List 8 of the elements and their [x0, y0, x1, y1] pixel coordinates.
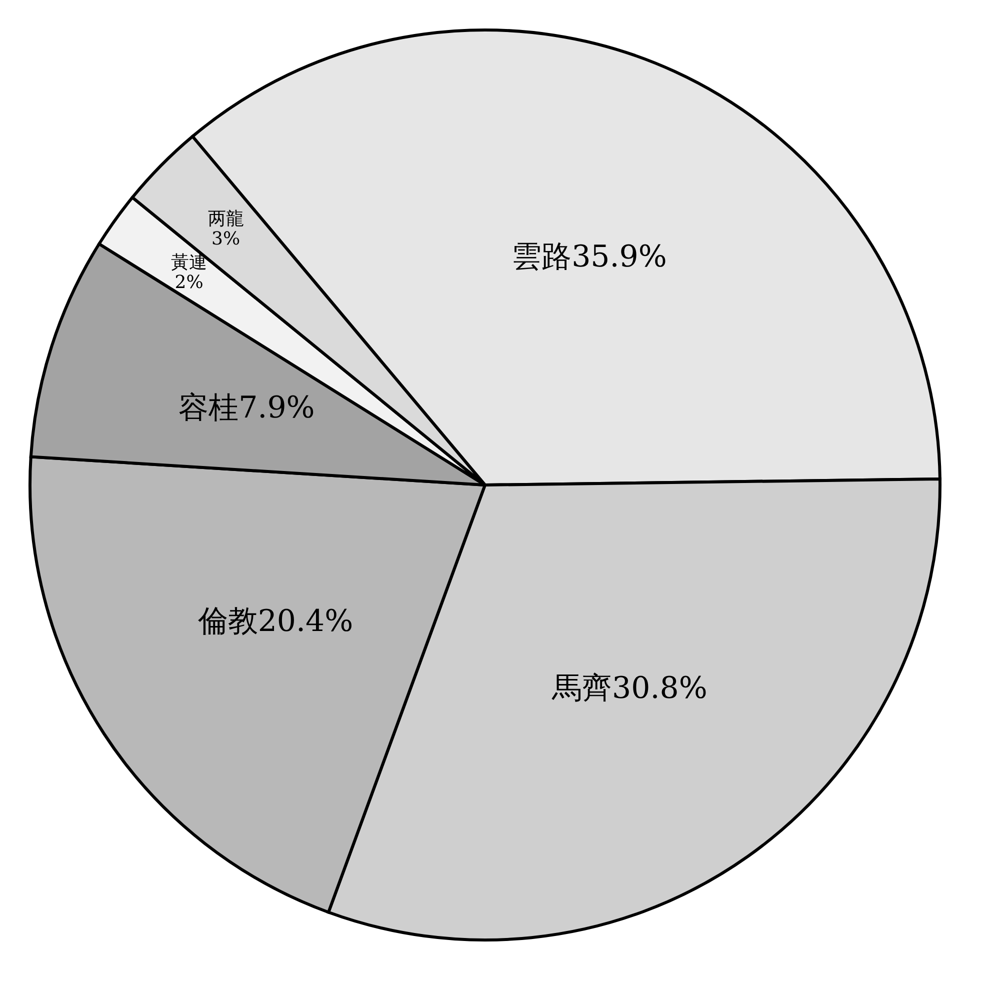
slice-label: 雲路35.9% — [512, 240, 667, 274]
slice-label: 两龍 — [208, 208, 244, 230]
slice-label: 黃連 — [171, 252, 208, 274]
data-label: 2% — [174, 272, 204, 294]
slice-label: 容桂7.9% — [178, 390, 315, 426]
slice-label: 馬齊30.8% — [551, 671, 708, 706]
data-label: 3% — [212, 228, 240, 250]
slice-label: 倫教20.4% — [196, 604, 354, 639]
